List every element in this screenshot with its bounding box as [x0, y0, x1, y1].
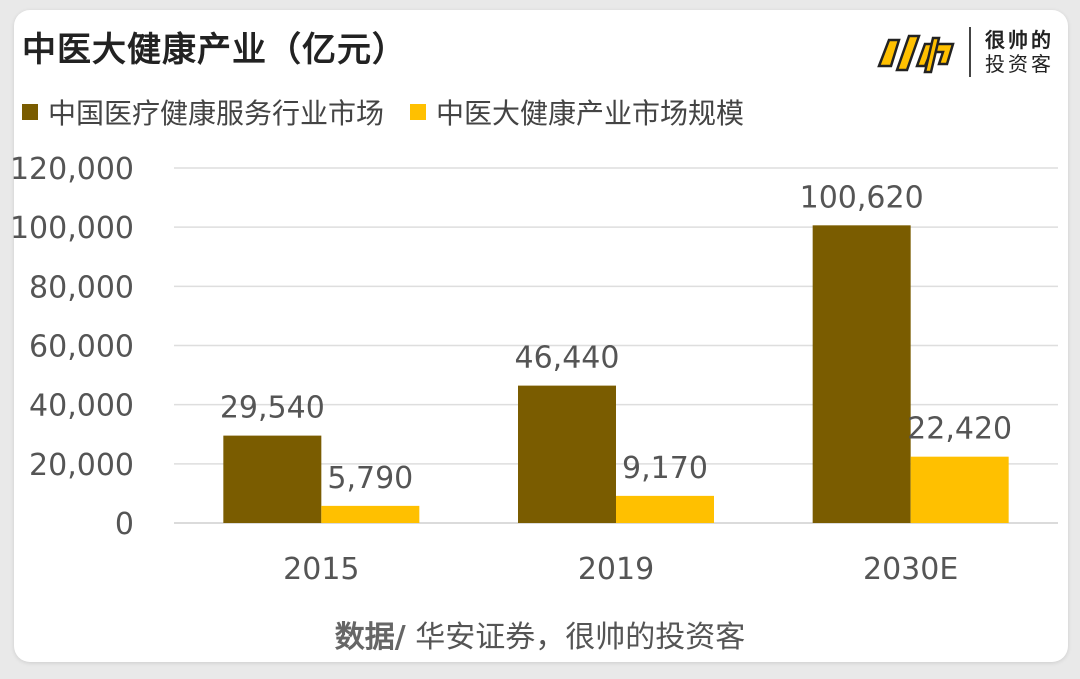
legend-item-series-2: 中医大健康产业市场规模	[410, 92, 744, 132]
logo-text-line1: 很帅的	[985, 28, 1054, 52]
y-tick-label: 0	[115, 507, 134, 542]
y-tick-label: 40,000	[29, 389, 134, 424]
brand-logo: 很帅的 投资客	[873, 26, 1054, 78]
bar-chart: 0 20,000 40,000 60,000 80,000 100,000 120,000 2…	[10, 152, 1058, 587]
bar	[518, 385, 616, 523]
brand-mark-icon	[877, 34, 955, 74]
y-tick-label: 80,000	[29, 270, 134, 305]
legend-label-series-2: 中医大健康产业市场规模	[436, 97, 745, 130]
logo-text-line2: 投资客	[985, 52, 1054, 76]
bar	[812, 225, 911, 523]
source-label: 数据/	[334, 620, 406, 655]
bar	[223, 435, 322, 523]
data-label: 9,170	[622, 451, 708, 486]
y-tick-label: 20,000	[29, 448, 134, 483]
legend-swatch-series-1	[22, 104, 38, 120]
x-tick-label: 2030E	[863, 552, 958, 587]
source-text: 华安证券，很帅的投资客	[405, 620, 746, 655]
data-label: 5,790	[327, 461, 413, 496]
legend-swatch-series-2	[410, 104, 427, 120]
data-label: 100,620	[800, 180, 924, 215]
legend-item-series-1: 中国医疗健康服务行业市场	[22, 92, 384, 132]
x-tick-label: 2015	[283, 552, 359, 587]
y-tick-label: 120,000	[10, 152, 134, 187]
legend: 中国医疗健康服务行业市场 中医大健康产业市场规模	[22, 92, 770, 132]
bar	[321, 505, 420, 523]
source-note: 数据/ 华安证券，很帅的投资客	[0, 612, 1080, 656]
y-tick-label: 60,000	[29, 330, 134, 365]
chart-title: 中医大健康产业（亿元）	[22, 30, 407, 70]
y-tick-label: 100,000	[10, 211, 134, 246]
bar	[616, 495, 714, 523]
data-label: 22,420	[907, 412, 1012, 447]
legend-label-series-1: 中国医疗健康服务行业市场	[48, 97, 385, 130]
logo-divider	[969, 27, 971, 77]
logo-text: 很帅的 投资客	[985, 28, 1054, 76]
data-label: 46,440	[515, 341, 620, 376]
data-label: 29,540	[220, 391, 325, 426]
x-tick-label: 2019	[578, 552, 654, 587]
bar	[910, 456, 1009, 523]
